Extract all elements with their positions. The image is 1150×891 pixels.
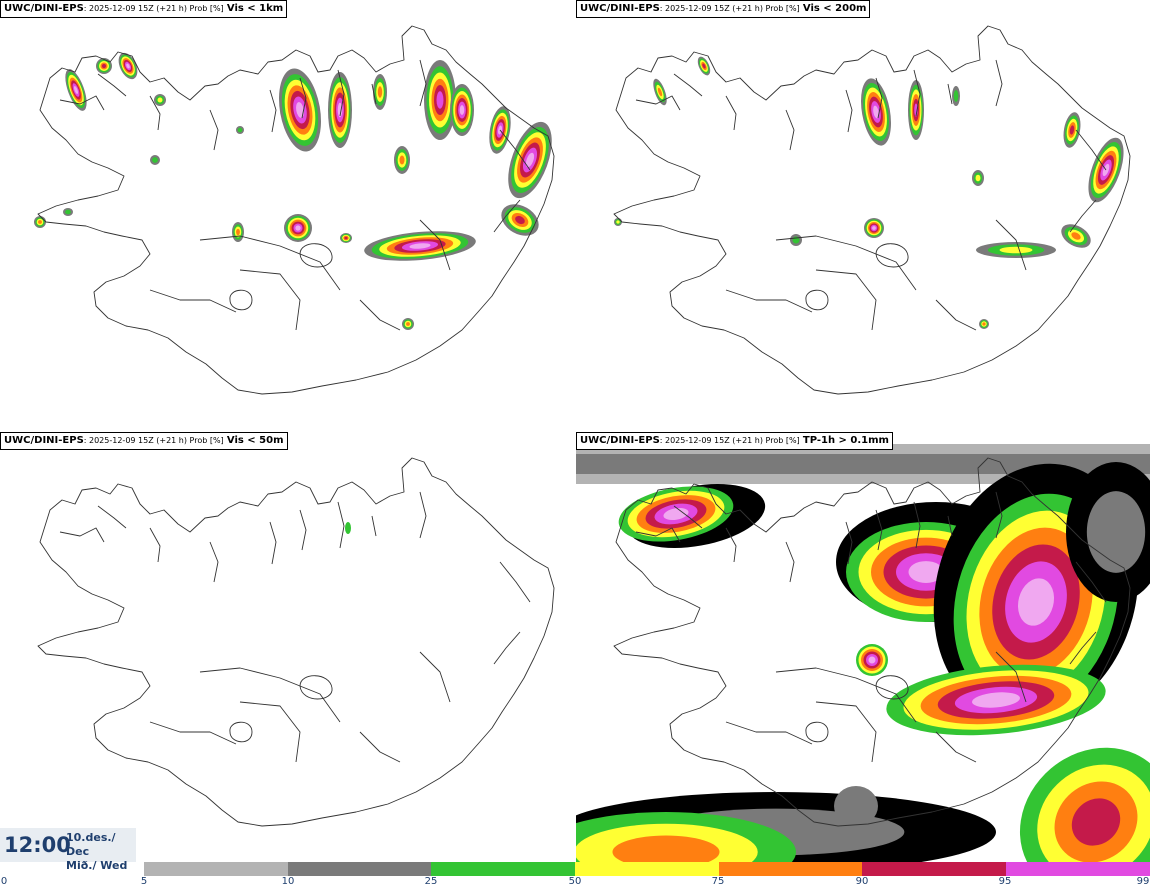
probability-contour [972, 692, 1020, 708]
probability-contour [1069, 125, 1075, 135]
panel-meta: : 2025-12-09 15Z (+21 h) Prob [%] [83, 4, 224, 13]
probability-contour [868, 656, 876, 664]
panel-variable: Vis < 50m [226, 435, 284, 446]
map-panel-vis-1km: UWC/DINI-EPS: 2025-12-09 15Z (+21 h) Pro… [0, 0, 574, 430]
probability-contour [663, 507, 689, 521]
probability-contour [152, 157, 158, 163]
probability-contour [126, 63, 130, 69]
probability-field [614, 56, 1124, 329]
probability-contour [73, 86, 79, 94]
valid-time: 12:00 [4, 833, 71, 857]
legend-swatch [575, 862, 719, 876]
probability-map [34, 25, 555, 395]
legend-swatch [287, 862, 432, 876]
probability-contour [908, 561, 944, 583]
probability-contour [1071, 798, 1121, 846]
color-legend: 0 5 10 25 50 75 90 95 99 [0, 862, 1150, 891]
probability-map [613, 25, 1131, 395]
probability-contour [953, 90, 959, 102]
probability-contour [1102, 163, 1110, 177]
panel-variable: TP-1h > 0.1mm [802, 435, 889, 446]
probability-contour [38, 220, 42, 224]
probability-contour [345, 522, 351, 534]
legend-tick-label: 5 [140, 876, 148, 887]
probability-contour [295, 225, 301, 231]
probability-contour [525, 152, 535, 168]
probability-contour [982, 322, 986, 326]
probability-band [576, 454, 1150, 474]
legend-tick-label: 99 [1136, 876, 1150, 887]
color-legend-bar [144, 862, 1150, 876]
legend-swatch [1006, 862, 1150, 876]
probability-contour [999, 246, 1033, 254]
legend-swatch [144, 862, 288, 876]
probability-contour [237, 127, 243, 133]
probability-contour [975, 174, 981, 182]
panel-title: UWC/DINI-EPS: 2025-12-09 15Z (+21 h) Pro… [0, 432, 288, 450]
map-panel-vis-200m: UWC/DINI-EPS: 2025-12-09 15Z (+21 h) Pro… [576, 0, 1150, 430]
day-line: Mið./ Wed [66, 859, 128, 872]
probability-contour [1017, 578, 1055, 626]
probability-contour [436, 91, 444, 109]
probability-contour [515, 215, 525, 225]
probability-contour [344, 236, 348, 240]
probability-contour [1071, 232, 1081, 240]
probability-map [576, 444, 1150, 862]
probability-contour [872, 226, 876, 230]
probability-contour [296, 102, 304, 118]
probability-contour [834, 786, 878, 826]
panel-source: UWC/DINI-EPS [580, 435, 660, 446]
panel-title: UWC/DINI-EPS: 2025-12-09 15Z (+21 h) Pro… [576, 0, 871, 18]
panel-source: UWC/DINI-EPS [580, 3, 660, 14]
valid-date: 10.des./ Dec Mið./ Wed [66, 831, 136, 873]
map-panel-vis-50m: UWC/DINI-EPS: 2025-12-09 15Z (+21 h) Pro… [0, 432, 574, 862]
probability-map [37, 457, 555, 827]
probability-contour [409, 243, 431, 249]
panel-meta: : 2025-12-09 15Z (+21 h) Prob [%] [83, 436, 224, 445]
legend-tick-label: 0 [0, 876, 8, 887]
legend-tick-label: 10 [281, 876, 295, 887]
legend-tick-label: 75 [711, 876, 725, 887]
legend-tick-label: 90 [855, 876, 869, 887]
panel-source: UWC/DINI-EPS [4, 435, 84, 446]
probability-contour [459, 105, 465, 115]
panel-variable: Vis < 1km [226, 3, 284, 14]
probability-contour [157, 97, 163, 103]
probability-contour [236, 228, 240, 236]
iceland-outline [37, 457, 555, 827]
panel-variable: Vis < 200m [802, 3, 867, 14]
valid-time-box: 12:00 10.des./ Dec Mið./ Wed [0, 828, 136, 872]
probability-contour [657, 87, 663, 97]
probability-field [345, 522, 351, 534]
panel-meta: : 2025-12-09 15Z (+21 h) Prob [%] [659, 4, 800, 13]
probability-contour [101, 63, 107, 69]
probability-contour [406, 322, 410, 326]
probability-contour [65, 209, 71, 215]
legend-swatch [862, 862, 1007, 876]
probability-contour [1086, 491, 1146, 573]
panel-meta: : 2025-12-09 15Z (+21 h) Prob [%] [659, 436, 800, 445]
map-panel-precip: UWC/DINI-EPS: 2025-12-09 15Z (+21 h) Pro… [576, 432, 1150, 862]
legend-tick-label: 50 [568, 876, 582, 887]
legend-swatch [431, 862, 576, 876]
legend-swatch [718, 862, 863, 876]
panel-source: UWC/DINI-EPS [4, 3, 84, 14]
probability-contour [377, 86, 383, 98]
probability-contour [616, 220, 620, 224]
date-line: 10.des./ Dec [66, 831, 116, 858]
probability-field [576, 444, 1150, 862]
legend-tick-label: 95 [998, 876, 1012, 887]
probability-contour [337, 102, 343, 118]
probability-contour [702, 63, 706, 69]
probability-contour [399, 155, 405, 165]
probability-contour [873, 105, 879, 119]
probability-contour [612, 835, 720, 862]
panel-title: UWC/DINI-EPS: 2025-12-09 15Z (+21 h) Pro… [576, 432, 893, 450]
legend-tick-label: 25 [424, 876, 438, 887]
probability-field [34, 52, 552, 330]
panel-title: UWC/DINI-EPS: 2025-12-09 15Z (+21 h) Pro… [0, 0, 288, 18]
